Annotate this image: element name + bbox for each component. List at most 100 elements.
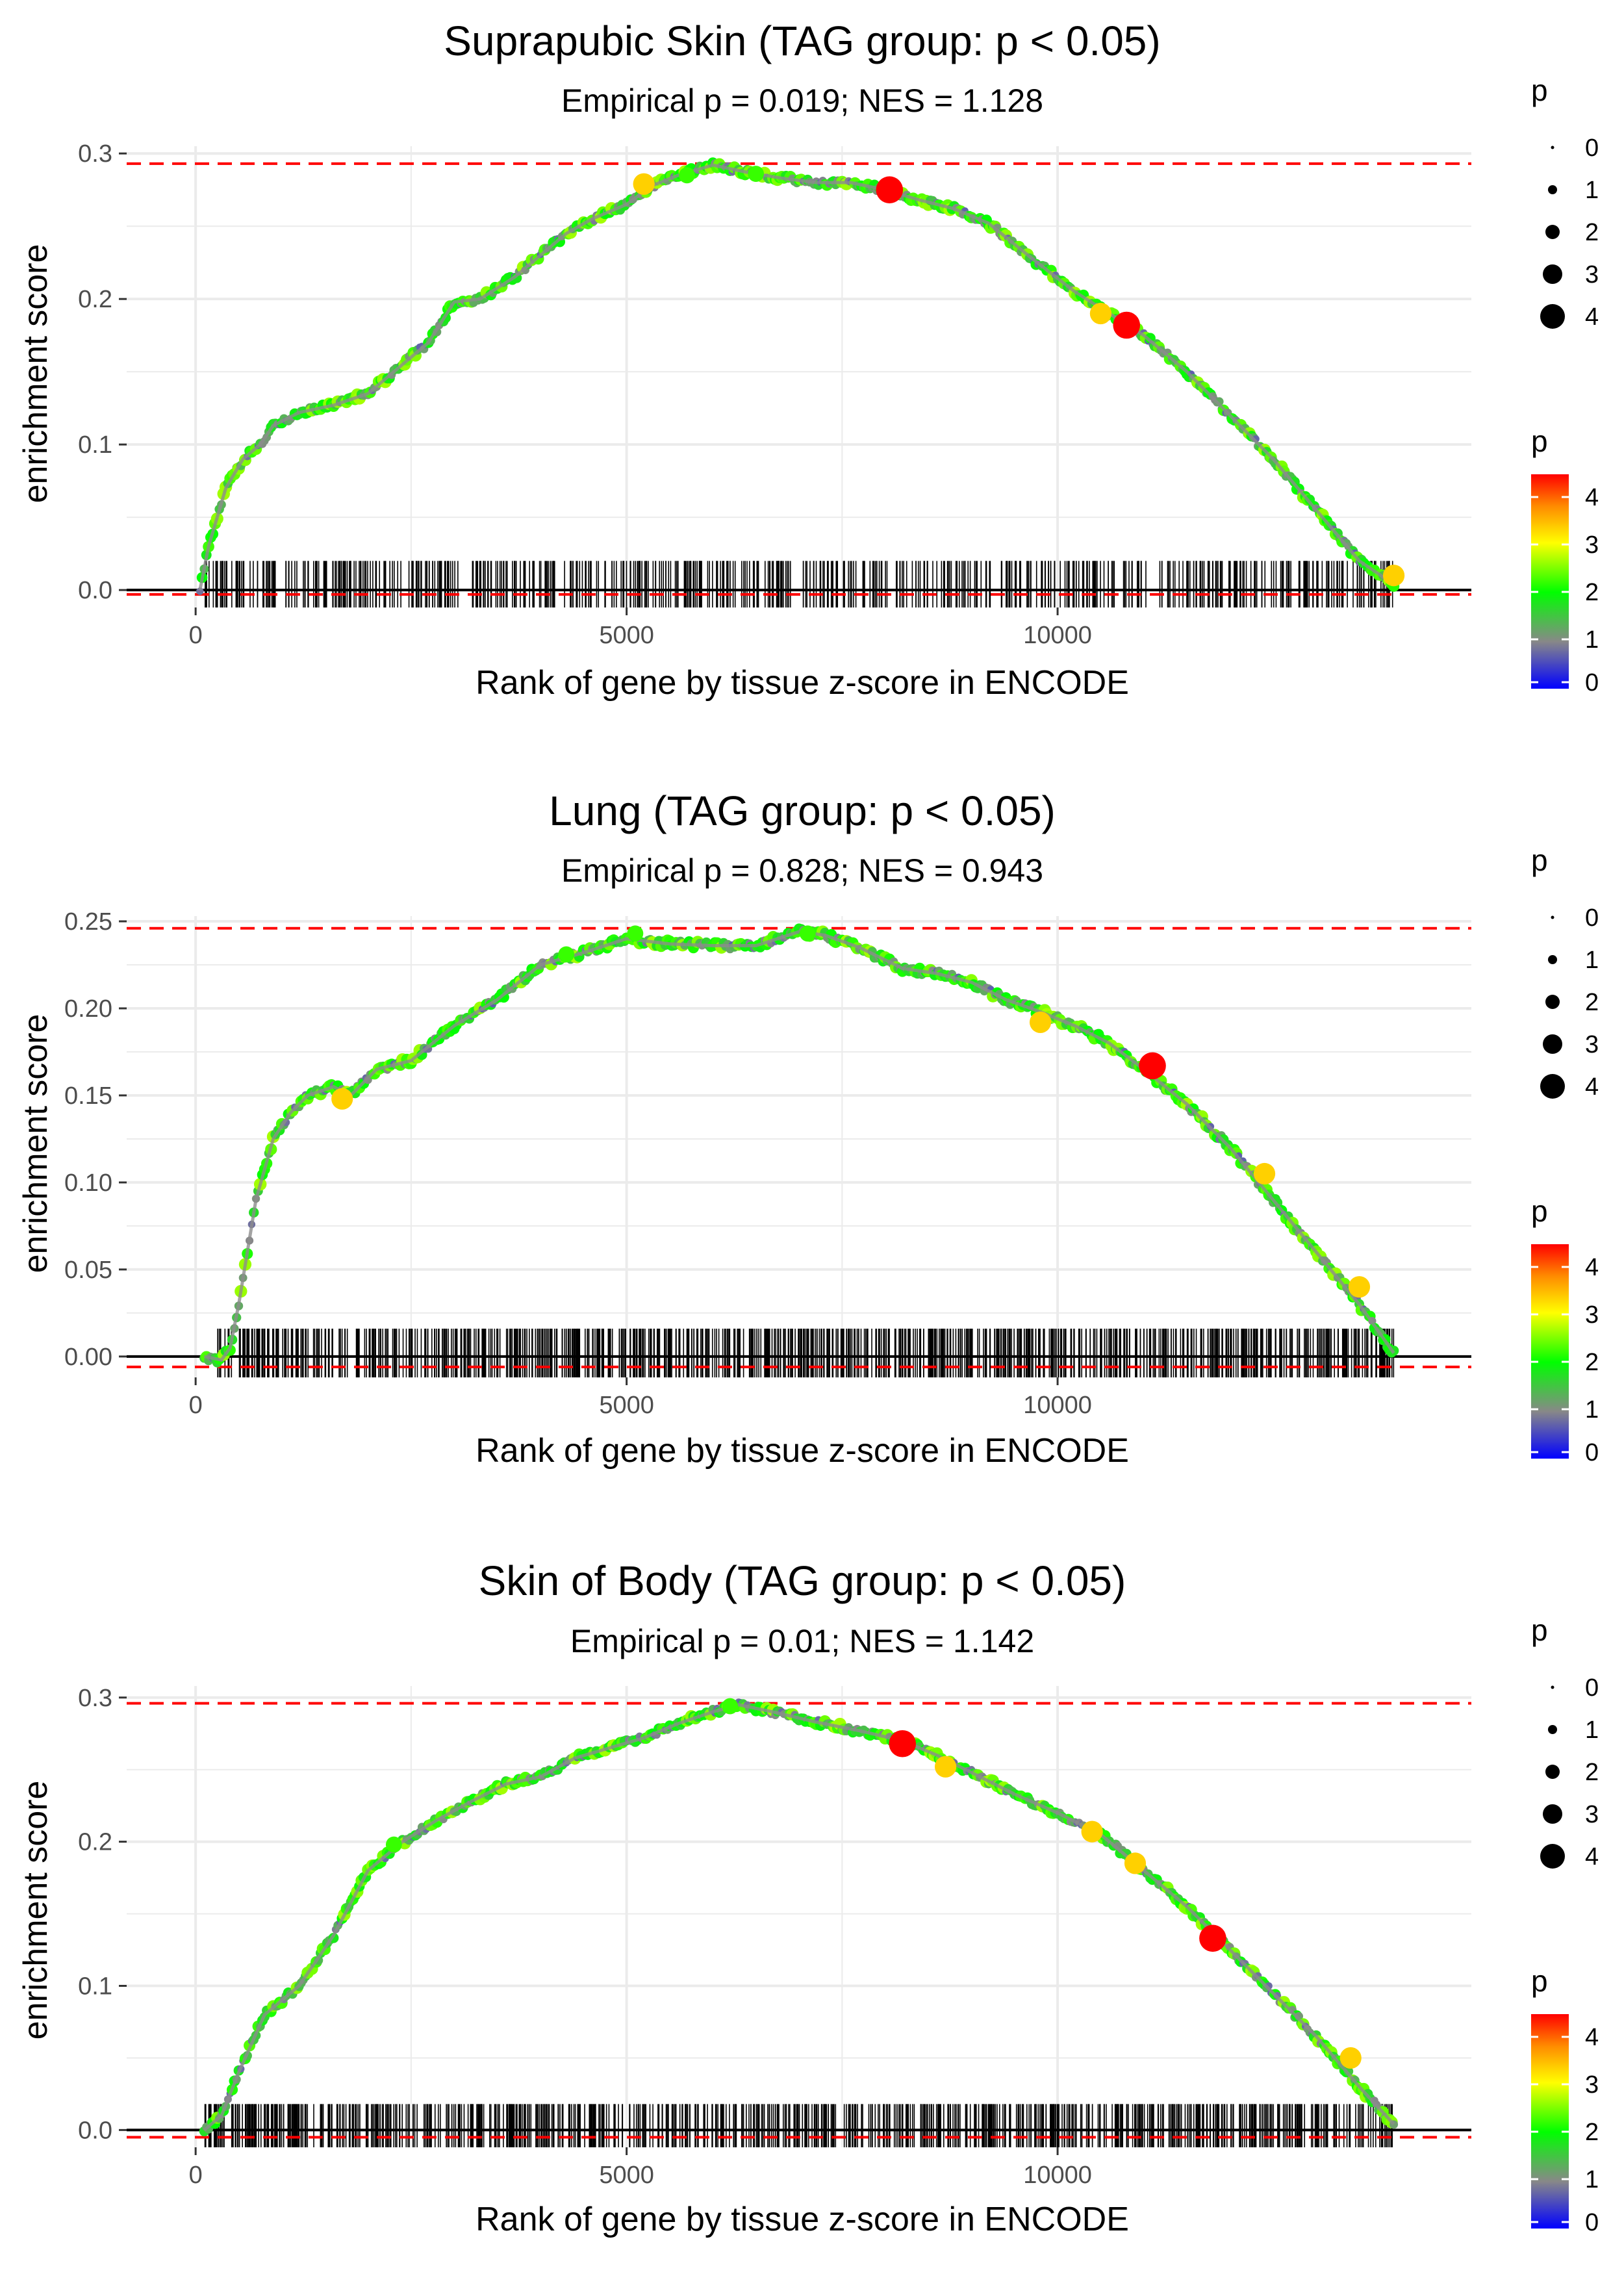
legend-3-color-label-3: 3 bbox=[1585, 2071, 1599, 2099]
legend-2-color-title: p bbox=[1531, 1194, 1548, 1228]
panel-2-es-points bbox=[199, 923, 1399, 1368]
legend-1-size-label-3: 3 bbox=[1585, 261, 1599, 288]
panel-2-title: Lung (TAG group: p < 0.05) bbox=[549, 787, 1056, 834]
legend-3-size-key-3 bbox=[1543, 1804, 1562, 1824]
legend-1-colorbar bbox=[1531, 474, 1569, 689]
panel-1-title: Suprapubic Skin (TAG group: p < 0.05) bbox=[444, 18, 1160, 64]
legend-3-color-title: p bbox=[1531, 1964, 1548, 1998]
panel-3-plot-area: 0 5000 10000 0.0 0.1 0.2 0.3 bbox=[78, 1685, 1471, 2189]
panel-3-x-tick-label: 5000 bbox=[599, 2162, 654, 2189]
legend-2-colorbar bbox=[1531, 1244, 1569, 1459]
legend-3-color-label-1: 1 bbox=[1585, 2166, 1599, 2193]
panel-2-highlight-point bbox=[1348, 1276, 1371, 1298]
panel-2-y-tick-label: 0.25 bbox=[64, 908, 112, 936]
legend-1-size-key-1 bbox=[1548, 185, 1557, 194]
legend-3-size-label-2: 2 bbox=[1585, 1759, 1599, 1786]
panel-2-y-tick-label: 0.10 bbox=[64, 1169, 112, 1197]
legend-3-colorbar-ticks bbox=[1531, 2036, 1569, 2223]
panel-2-highlight-point bbox=[1029, 1011, 1052, 1034]
panel-3-y-tick-label: 0.1 bbox=[78, 1973, 112, 2000]
legend-1-size-title: p bbox=[1531, 73, 1548, 107]
legend-1-colorbar-ticks bbox=[1531, 496, 1569, 683]
panel-3-highlight-point bbox=[934, 1756, 957, 1778]
panel-2-highlight-point bbox=[799, 925, 816, 942]
panel-1-subtitle: Empirical p = 0.019; NES = 1.128 bbox=[561, 83, 1043, 119]
panel-2-highlight-point bbox=[1253, 1162, 1276, 1185]
legend-1: p 0 1 2 3 4 p 4 3 2 1 0 bbox=[1531, 73, 1599, 696]
legend-3-size-label-1: 1 bbox=[1585, 1717, 1599, 1744]
legend-3-color-label-2: 2 bbox=[1585, 2119, 1599, 2146]
legend-2-color-label-4: 4 bbox=[1585, 1254, 1599, 1281]
legend-2-size-title: p bbox=[1531, 843, 1548, 877]
panel-3-y-tick-label: 0.0 bbox=[78, 2117, 112, 2144]
panel-2-highlight-point bbox=[627, 925, 644, 942]
legend-3-color-label-4: 4 bbox=[1585, 2024, 1599, 2051]
panel-1-highlight-point bbox=[679, 167, 695, 184]
panel-3-x-tick-label: 10000 bbox=[1023, 2162, 1092, 2189]
legend-1-color-label-1: 1 bbox=[1585, 626, 1599, 654]
panel-3-es-points bbox=[199, 1698, 1399, 2137]
legend-2-size-label-0: 0 bbox=[1585, 904, 1599, 932]
legend-2-size-label-4: 4 bbox=[1585, 1073, 1599, 1101]
panel-2-es-curve bbox=[203, 930, 1395, 1362]
panel-1: Suprapubic Skin (TAG group: p < 0.05) Em… bbox=[17, 18, 1471, 702]
legend-3-size-key-4 bbox=[1540, 1844, 1565, 1869]
legend-3-size-key-1 bbox=[1548, 1725, 1557, 1734]
legend-3-size-label-4: 4 bbox=[1585, 1843, 1599, 1871]
legend-1-size-key-2 bbox=[1545, 225, 1560, 239]
panel-1-y-tick-label: 0.3 bbox=[78, 140, 112, 168]
legend-3: p 0 1 2 3 4 p 4 3 2 1 0 bbox=[1531, 1613, 1599, 2236]
legend-1-size-key-4 bbox=[1540, 304, 1565, 329]
panel-3-y-tick-label: 0.3 bbox=[78, 1685, 112, 1712]
panel-2-plot-area: 0 5000 10000 0.00 0.05 0.10 0.15 0.20 0.25 bbox=[64, 908, 1471, 1419]
panel-3-subtitle: Empirical p = 0.01; NES = 1.142 bbox=[570, 1623, 1034, 1659]
panel-2-es-point bbox=[498, 991, 509, 1003]
panel-1-highlight-point bbox=[876, 176, 904, 203]
legend-1-size-label-0: 0 bbox=[1585, 134, 1599, 162]
panel-2-y-tick-label: 0.05 bbox=[64, 1257, 112, 1284]
legend-2-size-label-2: 2 bbox=[1585, 989, 1599, 1016]
panel-2-x-tick-label: 10000 bbox=[1023, 1392, 1092, 1419]
legend-2-color-label-0: 0 bbox=[1585, 1439, 1599, 1466]
panel-1-es-point bbox=[1145, 333, 1156, 344]
panel-2-hit-marks bbox=[217, 1328, 1395, 1377]
legend-2-color-label-1: 1 bbox=[1585, 1396, 1599, 1424]
panel-3-title: Skin of Body (TAG group: p < 0.05) bbox=[479, 1557, 1126, 1604]
panel-1-es-points bbox=[196, 157, 1400, 595]
legend-2-size-key-4 bbox=[1540, 1074, 1565, 1099]
panel-2-y-tick-label: 0.20 bbox=[64, 995, 112, 1023]
legend-2-size-key-1 bbox=[1548, 955, 1557, 964]
legend-2-colorbar-ticks bbox=[1531, 1266, 1569, 1453]
panel-1-highlight-point bbox=[1382, 565, 1405, 587]
panel-3-hit-marks bbox=[204, 2104, 1393, 2147]
panel-3: Skin of Body (TAG group: p < 0.05) Empir… bbox=[17, 1557, 1471, 2238]
legend-1-color-title: p bbox=[1531, 424, 1548, 458]
legend-2-color-label-3: 3 bbox=[1585, 1301, 1599, 1329]
legend-3-size-label-3: 3 bbox=[1585, 1801, 1599, 1828]
legend-3-color-label-0: 0 bbox=[1585, 2209, 1599, 2236]
panel-2-highlight-point bbox=[1139, 1052, 1166, 1080]
panel-3-x-tick-label: 0 bbox=[189, 2162, 203, 2189]
panel-2-highlight-point bbox=[558, 946, 575, 963]
panel-2-highlight-point bbox=[331, 1088, 353, 1110]
panel-1-es-point bbox=[196, 587, 204, 595]
legend-3-colorbar bbox=[1531, 2014, 1569, 2229]
panel-1-y-tick-label: 0.1 bbox=[78, 431, 112, 459]
legend-1-color-label-2: 2 bbox=[1585, 579, 1599, 606]
legend-1-size-label-1: 1 bbox=[1585, 177, 1599, 204]
legend-3-size-key-0 bbox=[1551, 1685, 1554, 1689]
panel-1-x-axis-title: Rank of gene by tissue z-score in ENCODE bbox=[476, 664, 1129, 702]
panel-2-y-axis-title: enrichment score bbox=[17, 1014, 55, 1273]
panel-2-y-tick-label: 0.00 bbox=[64, 1344, 112, 1371]
panel-3-y-axis-title: enrichment score bbox=[17, 1781, 55, 2040]
panel-2-x-axis-title: Rank of gene by tissue z-score in ENCODE bbox=[476, 1432, 1129, 1470]
panel-1-y-tick-label: 0.2 bbox=[78, 286, 112, 313]
panel-3-x-axis-title: Rank of gene by tissue z-score in ENCODE bbox=[476, 2201, 1129, 2238]
panel-3-highlight-point bbox=[385, 1836, 402, 1853]
legend-3-size-key-2 bbox=[1545, 1765, 1560, 1779]
legend-2-color-label-2: 2 bbox=[1585, 1349, 1599, 1376]
legend-2-size-key-0 bbox=[1551, 915, 1554, 919]
legend-1-size-key-0 bbox=[1551, 146, 1554, 149]
legend-1-size-label-2: 2 bbox=[1585, 219, 1599, 246]
